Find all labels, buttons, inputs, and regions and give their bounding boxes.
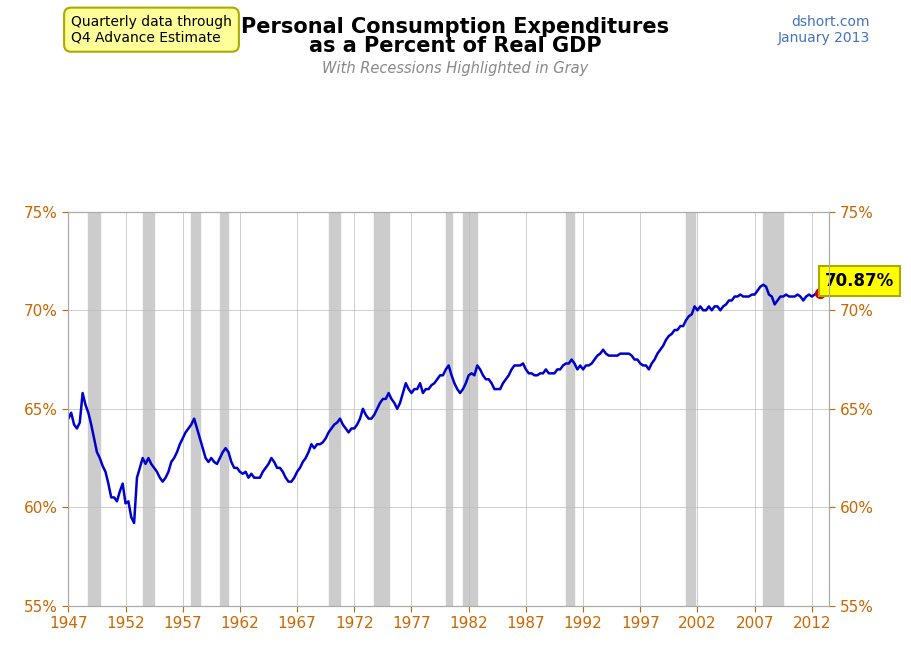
Bar	[686, 212, 694, 606]
Bar	[374, 212, 389, 606]
Text: Quarterly data through
Q4 Advance Estimate: Quarterly data through Q4 Advance Estima…	[71, 15, 232, 45]
Text: 70.87%: 70.87%	[825, 272, 895, 290]
Bar	[220, 212, 229, 606]
Text: With Recessions Highlighted in Gray: With Recessions Highlighted in Gray	[322, 61, 589, 76]
Bar	[143, 212, 154, 606]
Text: dshort.com: dshort.com	[792, 15, 870, 28]
Bar	[88, 212, 100, 606]
Bar	[566, 212, 575, 606]
Bar	[191, 212, 200, 606]
Text: January 2013: January 2013	[778, 31, 870, 45]
Bar	[329, 212, 340, 606]
Text: Personal Consumption Expenditures: Personal Consumption Expenditures	[241, 17, 670, 36]
Text: as a Percent of Real GDP: as a Percent of Real GDP	[309, 36, 602, 56]
Bar	[463, 212, 477, 606]
Bar	[445, 212, 452, 606]
Bar	[763, 212, 783, 606]
